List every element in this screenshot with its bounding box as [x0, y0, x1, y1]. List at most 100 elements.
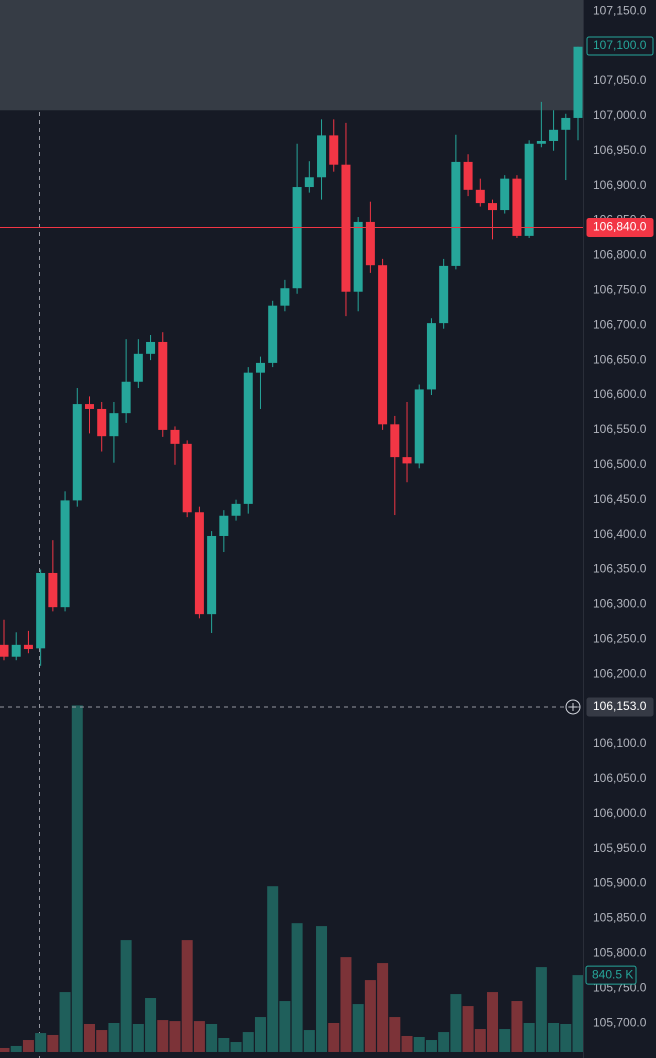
- y-tick-label: 106,250.0: [593, 631, 647, 645]
- volume-bar: [450, 994, 462, 1052]
- volume-bar: [279, 1001, 291, 1052]
- candle-body: [512, 178, 522, 236]
- volume-bar: [548, 1022, 560, 1052]
- y-tick-label: 106,100.0: [593, 736, 647, 750]
- volume-bar: [389, 1017, 401, 1052]
- candle-body: [402, 457, 412, 464]
- y-tick-label: 106,550.0: [593, 422, 647, 436]
- candle-body: [207, 535, 217, 615]
- candle-body: [329, 135, 339, 165]
- candle-body: [255, 362, 265, 373]
- volume-bar: [10, 1045, 22, 1052]
- candle-body: [365, 221, 375, 266]
- candle-body: [475, 189, 485, 204]
- candle-body: [97, 408, 107, 437]
- candle-body: [549, 129, 559, 141]
- candle-body: [72, 404, 82, 501]
- price-axis: [583, 0, 656, 1058]
- y-tick-label: 106,050.0: [593, 771, 647, 785]
- y-tick-label: 105,900.0: [593, 876, 647, 890]
- candle-body: [524, 143, 534, 236]
- y-tick-label: 106,950.0: [593, 143, 647, 157]
- y-tick-label: 106,800.0: [593, 248, 647, 262]
- volume-bar: [303, 1030, 315, 1052]
- volume-bar: [462, 1006, 474, 1052]
- candle-body: [243, 372, 253, 504]
- volume-bar: [96, 1030, 108, 1052]
- y-tick-label: 106,300.0: [593, 597, 647, 611]
- candle-body: [170, 429, 180, 444]
- candle-body: [84, 404, 94, 409]
- y-tick-label: 106,700.0: [593, 317, 647, 331]
- volume-bar: [511, 1001, 523, 1052]
- volume-bar: [572, 975, 584, 1052]
- volume-bar: [22, 1040, 34, 1052]
- candle-body: [146, 341, 156, 354]
- y-tick-label: 106,000.0: [593, 806, 647, 820]
- volume-bar: [120, 940, 132, 1052]
- volume-bar: [108, 1022, 120, 1052]
- y-tick-label: 106,500.0: [593, 457, 647, 471]
- candle-body: [353, 221, 363, 292]
- volume-bar: [425, 1040, 437, 1052]
- volume-bar: [181, 940, 193, 1052]
- candle-body: [451, 161, 461, 266]
- volume-bar: [218, 1038, 230, 1052]
- candle-body: [268, 305, 278, 363]
- candle-body: [439, 265, 449, 324]
- price-line-tag-text: 106,840.0: [593, 220, 647, 234]
- volume-bar: [377, 963, 389, 1052]
- volume-bar: [206, 1024, 218, 1052]
- candle-body: [536, 140, 546, 144]
- volume-bar: [132, 1024, 144, 1052]
- volume-bar: [83, 1024, 95, 1052]
- candle-body: [292, 187, 302, 289]
- y-tick-label: 106,350.0: [593, 562, 647, 576]
- candle-body: [182, 443, 192, 513]
- y-tick-label: 105,950.0: [593, 841, 647, 855]
- candle-body: [426, 323, 436, 390]
- volume-bar: [340, 957, 352, 1052]
- price-line-tag-box: [586, 218, 654, 238]
- candle-body: [463, 161, 473, 190]
- y-tick-label: 107,050.0: [593, 73, 647, 87]
- y-tick-label: 106,900.0: [593, 178, 647, 192]
- volume-bar: [71, 705, 83, 1052]
- candle-body: [0, 644, 9, 657]
- volume-bar: [242, 1032, 254, 1052]
- candle-body: [11, 644, 21, 657]
- candle-body: [500, 178, 510, 211]
- y-tick-label: 107,000.0: [593, 108, 647, 122]
- y-tick-label: 106,600.0: [593, 387, 647, 401]
- crosshair-tag-box: [586, 697, 654, 717]
- y-tick-label: 106,750.0: [593, 282, 647, 296]
- y-tick-label: 106,400.0: [593, 527, 647, 541]
- candle-body: [414, 389, 424, 464]
- volume-bar: [35, 1033, 47, 1052]
- volume-bar: [523, 1022, 535, 1052]
- volume-bar: [560, 1024, 572, 1052]
- volume-bar: [254, 1017, 266, 1052]
- volume-bar: [487, 992, 499, 1052]
- last-price-tag-box: [586, 36, 654, 56]
- crosshair-add-icon[interactable]: [565, 699, 581, 715]
- volume-bar: [474, 1029, 486, 1052]
- candle-body: [158, 341, 168, 430]
- volume-bar: [401, 1035, 413, 1052]
- candle-body: [317, 135, 327, 178]
- candle-body: [280, 288, 290, 306]
- volume-bar: [145, 998, 157, 1052]
- candle-body: [219, 515, 229, 536]
- volume-bar: [47, 1034, 59, 1052]
- volume-bar: [267, 886, 279, 1052]
- volume-bar: [328, 1022, 340, 1052]
- candle-body: [573, 46, 583, 118]
- highlight-zone: [0, 0, 583, 111]
- volume-tag-text: 840.5 K: [592, 967, 633, 981]
- y-tick-label: 105,700.0: [593, 1015, 647, 1029]
- candle-body: [194, 512, 204, 615]
- candle-body: [488, 203, 498, 211]
- volume-bar: [169, 1021, 181, 1052]
- y-tick-label: 106,200.0: [593, 666, 647, 680]
